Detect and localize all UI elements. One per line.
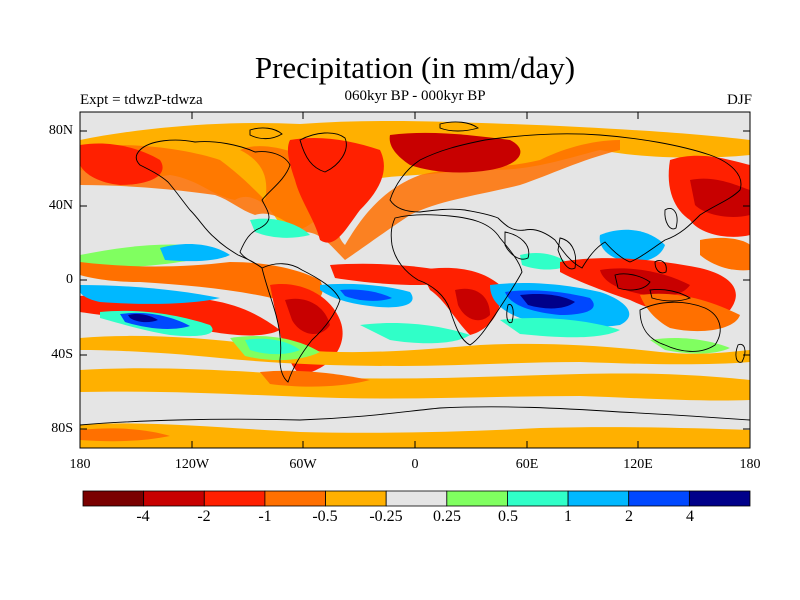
lon-label-180w: 180 — [69, 457, 91, 472]
field-central-pacific-wet — [80, 285, 220, 304]
field-pacific-north-wet-mid — [160, 244, 230, 262]
field-maritime-continent-strong-dry — [600, 268, 690, 297]
lat-label-80s: 80S — [51, 421, 73, 436]
colorbar-swatch — [446, 490, 508, 507]
field-africa-strong-dry — [455, 288, 490, 321]
colorbar-label: 4 — [686, 508, 694, 525]
lon-label-60e: 60E — [515, 457, 539, 472]
colorbar-swatch — [143, 490, 205, 507]
field-south-indian-wet — [500, 318, 620, 338]
colorbar-swatch — [264, 490, 326, 507]
field-gulf-wet — [250, 218, 310, 238]
field-southern-ocean-dry — [80, 368, 750, 401]
anomaly-fields — [80, 120, 750, 448]
colorbar-swatch — [688, 490, 751, 507]
field-northwest-pacific-strong — [690, 178, 750, 217]
lon-label-120w: 120W — [174, 457, 210, 472]
colorbar-label: -1 — [258, 508, 272, 525]
lon-label-120e: 120E — [623, 457, 653, 472]
lon-label-180e: 180 — [739, 457, 761, 472]
colorbar-swatch — [82, 490, 145, 507]
colorbar-label: 0.5 — [498, 508, 518, 525]
map-subtitle: 060kyr BP - 000kyr BP — [344, 88, 486, 104]
colorbar-swatch — [567, 490, 630, 507]
field-amazon-strong-dry — [285, 298, 330, 335]
lat-label-0: 0 — [66, 272, 73, 287]
axis-ticks — [80, 112, 750, 448]
colorbar-swatch — [385, 490, 448, 507]
colorbar-swatch — [628, 490, 690, 507]
field-southern-ocean-mid-dry — [260, 370, 370, 387]
lat-label-40n: 40N — [48, 198, 73, 213]
field-south-pacific-wet-strong — [128, 313, 158, 323]
colorbar-label: -0.25 — [369, 508, 403, 525]
colorbar-label: 2 — [625, 508, 633, 525]
field-south-australia-wet — [650, 337, 730, 354]
field-antarctic-dry — [80, 423, 750, 448]
field-equatorial-atlantic-wet-mid — [340, 289, 392, 301]
field-alaska-dry — [80, 143, 163, 185]
field-south-atlantic-wet — [245, 338, 300, 355]
field-equatorial-pacific-dry — [80, 262, 323, 304]
colorbar — [82, 490, 751, 507]
map-title: Precipitation (in mm/day) — [254, 50, 576, 85]
lon-label-60w: 60W — [289, 457, 317, 472]
field-tropical-atlantic-dry — [330, 263, 451, 285]
lat-label-80n: 80N — [48, 123, 73, 138]
field-south-pacific-dry — [80, 293, 280, 336]
colorbar-label: -4 — [136, 508, 150, 525]
colorbar-swatch — [203, 490, 266, 507]
coastlines — [80, 121, 750, 426]
season-label: DJF — [726, 92, 752, 108]
colorbar-label: 1 — [564, 508, 572, 525]
field-antarctic-pacific-dry — [80, 428, 170, 442]
experiment-label: Expt = tdwzP-tdwza — [80, 92, 203, 108]
field-indian-ocean-wet-strong — [520, 293, 575, 309]
colorbar-label: -0.5 — [312, 508, 338, 525]
field-arabian-sea-wet — [520, 253, 570, 270]
field-west-pacific-dry — [700, 237, 750, 271]
colorbar-swatch — [325, 490, 387, 507]
field-east-asia-wet — [599, 229, 665, 262]
colorbar-swatch — [507, 490, 569, 507]
colorbar-label: 0.25 — [433, 508, 461, 525]
lon-label-0: 0 — [411, 457, 419, 472]
field-south-atlantic-east-wet — [360, 323, 470, 344]
colorbar-label: -2 — [197, 508, 211, 525]
field-scandinavia-dry — [389, 132, 521, 173]
lat-label-40s: 40S — [51, 347, 73, 362]
